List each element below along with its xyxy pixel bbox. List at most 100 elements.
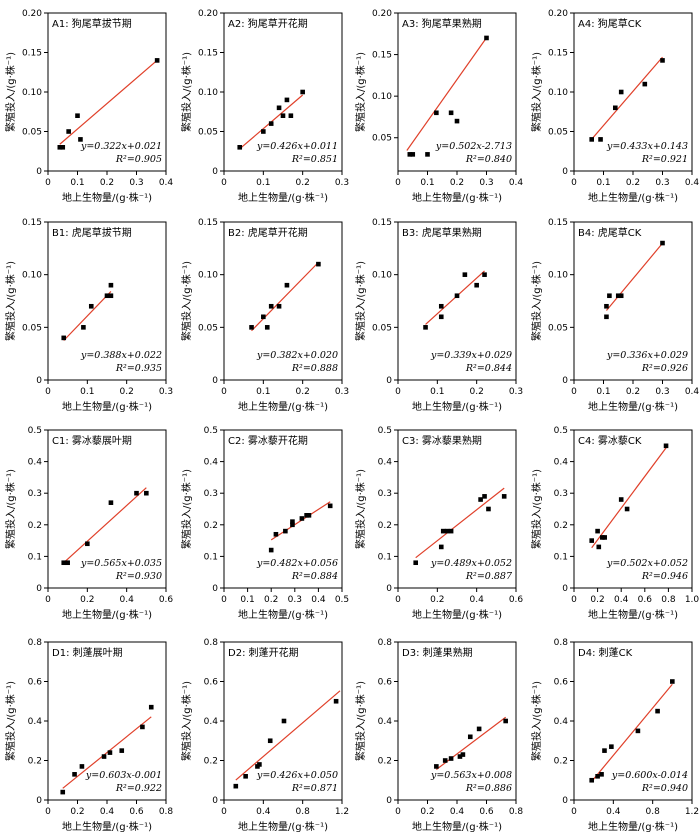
- y-tick-label: 0.05: [548, 128, 568, 138]
- y-axis-label: 繁殖投入/(g·株⁻¹): [354, 52, 367, 132]
- chart-panel-b4: 0 0.1 0.2 0.3 0.4 0 0.05 0.10 0.15 B4: 虎尾草CK 地上生物量…: [530, 218, 699, 413]
- data-point: [79, 764, 85, 769]
- data-point: [233, 783, 239, 789]
- data-point: [467, 734, 473, 740]
- r-squared: R²=0.886: [465, 783, 512, 794]
- x-tick-label: 0: [45, 387, 51, 397]
- data-point: [316, 261, 321, 267]
- chart-panel-d1: 0 0.2 0.4 0.6 0.8 0 0.2 0.4 0.6 0.8 D1: 刺蓬展叶期地上生物量…: [4, 638, 173, 833]
- data-point: [134, 490, 139, 496]
- data-point: [609, 744, 614, 749]
- y-axis-label: 繁殖投入/(g·株⁻¹): [180, 681, 193, 761]
- data-point: [599, 772, 604, 777]
- chart-panel-b3: 0 0.1 0.2 0.3 0 0.05 0.10 0.15 B3: 虎尾草果熟期地上生物量/(…: [354, 218, 523, 413]
- chart-panel-c3: 0 0.2 0.4 0.6 0 0.1 0.2 0.3 0.4 0.5 C3: 雾冰藜果熟期地上生物…: [354, 426, 523, 621]
- y-axis-label: 繁殖投入/(g·株⁻¹): [180, 261, 193, 341]
- y-tick-label: 0.8: [378, 638, 393, 648]
- x-axis-label: 地上生物量/(g·株⁻¹): [588, 820, 678, 833]
- regression-line: [59, 59, 158, 145]
- data-point: [635, 728, 641, 734]
- y-tick-label: 0.4: [554, 717, 569, 727]
- x-axis-label: 地上生物量/(g·株⁻¹): [62, 191, 152, 204]
- data-point: [423, 325, 428, 330]
- x-tick-label: 0: [221, 595, 227, 605]
- data-point: [460, 752, 466, 757]
- data-point: [615, 293, 621, 299]
- y-tick-label: 0.10: [198, 271, 218, 281]
- y-tick-label: 0.15: [372, 51, 392, 61]
- y-tick-label: 0: [562, 584, 568, 594]
- y-tick-label: 0.10: [548, 88, 568, 98]
- y-tick-label: 0.10: [372, 271, 392, 281]
- data-point: [281, 718, 287, 724]
- y-tick-label: 0.4: [378, 717, 393, 727]
- data-point: [607, 293, 612, 299]
- y-tick-label: 0.4: [204, 458, 219, 468]
- x-tick-label: 0.4: [100, 807, 115, 817]
- data-point: [88, 303, 94, 309]
- regression-line: [591, 56, 663, 140]
- y-tick-label: 0.8: [204, 638, 219, 648]
- data-point: [243, 774, 248, 779]
- data-point: [482, 494, 487, 499]
- x-tick-label: 0: [45, 178, 51, 188]
- x-axis-label: 地上生物量/(g·株⁻¹): [238, 400, 328, 413]
- y-tick-label: 0.1: [28, 552, 42, 562]
- x-axis-label: 地上生物量/(g·株⁻¹): [62, 400, 152, 413]
- y-axis-label: 繁殖投入/(g·株⁻¹): [354, 469, 367, 549]
- panel-title: A1: 狗尾草拔节期: [52, 17, 132, 30]
- x-tick-label: 0.3: [288, 595, 302, 605]
- chart-panel-a2: 0 0.1 0.2 0.3 0 0.05 0.10 0.15 0.20 A2: 狗尾草开花期地上生…: [180, 9, 349, 204]
- x-tick-label: 0.4: [509, 178, 524, 188]
- y-tick-label: 0: [36, 167, 42, 177]
- data-point: [602, 748, 607, 753]
- regression-equation: y=0.502x-2.713: [435, 141, 512, 152]
- y-tick-label: 0.1: [378, 552, 392, 562]
- y-tick-label: 0: [562, 796, 568, 806]
- x-tick-label: 0: [221, 387, 227, 397]
- data-point: [81, 325, 86, 330]
- y-axis-label: 繁殖投入/(g·株⁻¹): [4, 469, 17, 549]
- y-tick-label: 0.1: [554, 552, 568, 562]
- chart-panel-a1: 0 0.1 0.2 0.3 0.4 0 0.05 0.10 0.15 0.20 A1: 狗尾草拔节期…: [4, 9, 173, 204]
- regression-equation: y=0.433x+0.143: [606, 141, 688, 152]
- data-point: [663, 443, 669, 449]
- data-point: [660, 58, 665, 63]
- x-tick-label: 0.3: [159, 387, 173, 397]
- x-axis-label: 地上生物量/(g·株⁻¹): [412, 400, 502, 413]
- data-point: [595, 774, 600, 779]
- data-point: [306, 513, 312, 518]
- y-tick-label: 0.2: [554, 757, 568, 767]
- x-tick-label: 0.1: [430, 387, 444, 397]
- y-tick-label: 0.5: [554, 426, 568, 436]
- y-tick-label: 0.15: [372, 218, 392, 228]
- x-tick-label: 0.6: [129, 807, 144, 817]
- x-tick-label: 0.3: [335, 178, 349, 188]
- regression-line: [415, 487, 505, 559]
- data-point: [434, 110, 439, 116]
- x-tick-label: 0.2: [120, 387, 134, 397]
- data-point: [660, 240, 665, 246]
- y-tick-label: 0.2: [28, 521, 42, 531]
- data-point: [598, 137, 603, 142]
- plot-frame: [47, 221, 167, 381]
- r-squared: R²=0.844: [465, 363, 512, 374]
- x-tick-label: 0.2: [590, 595, 604, 605]
- y-tick-label: 0.10: [198, 88, 218, 98]
- x-tick-label: 0: [571, 178, 577, 188]
- x-tick-label: 1.2: [335, 807, 349, 817]
- r-squared: R²=0.930: [115, 571, 162, 582]
- data-point: [478, 497, 483, 502]
- x-tick-label: 0.2: [80, 595, 94, 605]
- data-point: [413, 560, 418, 566]
- x-tick-label: 0.4: [685, 178, 700, 188]
- y-tick-label: 0.20: [198, 9, 218, 19]
- x-tick-label: 0.4: [450, 807, 465, 817]
- y-tick-label: 0.05: [548, 323, 568, 333]
- data-point: [284, 282, 290, 288]
- data-point: [595, 528, 600, 534]
- plot-frame: [223, 429, 343, 589]
- data-point: [249, 325, 254, 330]
- y-tick-label: 0.4: [28, 717, 43, 727]
